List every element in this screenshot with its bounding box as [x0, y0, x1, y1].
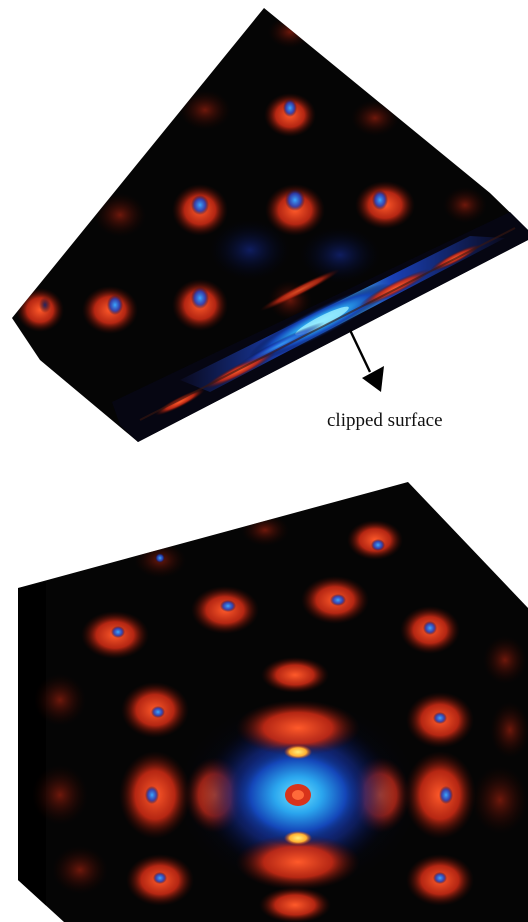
clipped-surface-label: clipped surface — [327, 410, 443, 431]
annotation-arrow — [348, 329, 384, 392]
clipped-volume-view — [12, 8, 528, 442]
full-volume-view — [18, 482, 528, 922]
clipped-surface-slice — [112, 212, 528, 442]
clipped-volume-pattern — [16, 16, 487, 334]
full-volume-pattern — [18, 514, 528, 922]
